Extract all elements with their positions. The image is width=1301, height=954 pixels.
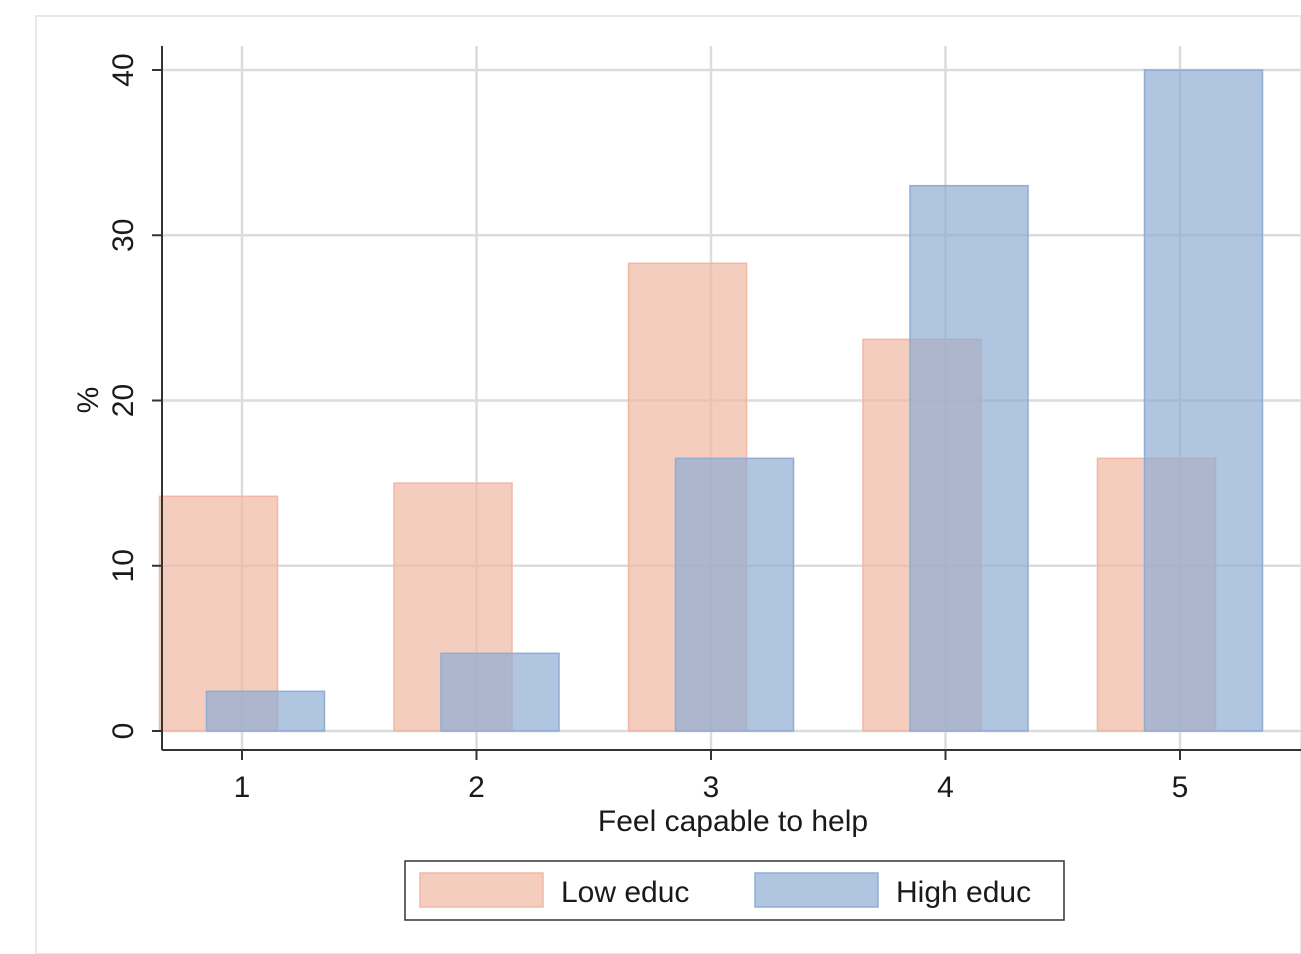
legend: Low educ High educ (404, 860, 1065, 921)
legend-swatch-high-educ (754, 872, 879, 908)
x-tick-label: 5 (1172, 771, 1189, 804)
bar-high-educ-1 (205, 690, 326, 732)
legend-label-low-educ: Low educ (561, 876, 689, 909)
y-axis-title: % (72, 387, 105, 414)
bar-high-educ-2 (440, 652, 560, 732)
x-tick-label: 1 (234, 771, 251, 804)
bar-high-educ-5 (1143, 69, 1264, 732)
bars (158, 69, 1264, 732)
y-tick-label: 40 (107, 53, 140, 86)
bar-high-educ-3 (674, 457, 795, 732)
legend-label-high-educ: High educ (896, 876, 1031, 909)
x-tick-label: 2 (468, 771, 485, 804)
x-axis-title: Feel capable to help (598, 805, 868, 838)
x-tick-label: 4 (937, 771, 954, 804)
y-tick-label: 30 (107, 219, 140, 252)
y-tick-label: 20 (107, 384, 140, 417)
y-tick-label: 0 (107, 723, 140, 740)
x-ticks: 1 2 3 4 5 (234, 750, 1189, 804)
bar-high-educ-4 (909, 184, 1029, 732)
legend-swatch-low-educ (419, 872, 544, 908)
y-tick-label: 10 (107, 549, 140, 582)
x-tick-label: 3 (703, 771, 720, 804)
y-ticks: 0 10 20 30 40 (107, 53, 162, 739)
axes (161, 46, 1301, 751)
